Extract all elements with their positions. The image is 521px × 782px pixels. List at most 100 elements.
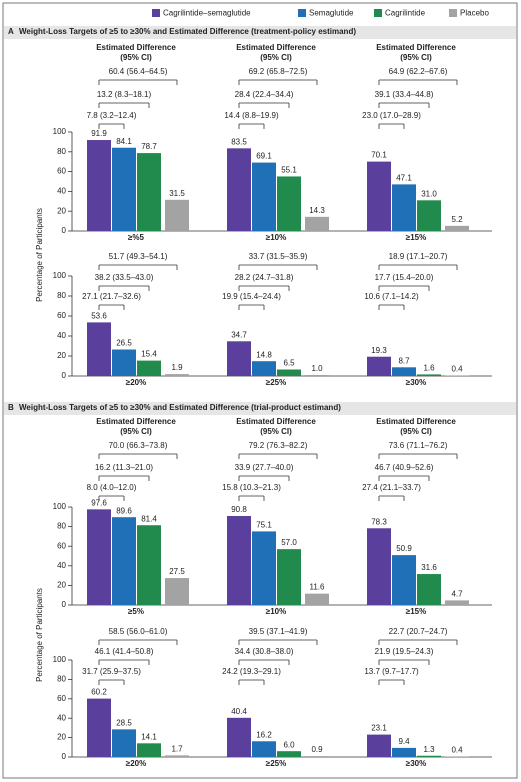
y-tick-label: 100	[53, 127, 67, 136]
x-tick-label: ≥%5	[128, 233, 145, 242]
difference-label: 39.5 (37.1–41.9)	[249, 627, 308, 636]
value-label: 47.1	[396, 173, 412, 182]
x-tick-label: ≥20%	[126, 759, 146, 768]
value-label: 60.2	[91, 688, 107, 697]
bar	[417, 574, 441, 605]
legend-swatch	[449, 9, 457, 17]
value-label: 69.1	[256, 152, 272, 161]
bar	[227, 717, 251, 757]
panel-letter: B	[8, 403, 14, 412]
bar	[305, 593, 329, 605]
difference-label: 73.6 (71.1–76.2)	[389, 441, 448, 450]
bar	[252, 162, 276, 231]
bar	[137, 153, 161, 231]
bar	[227, 341, 251, 376]
difference-label: 23.0 (17.0–28.9)	[362, 111, 421, 120]
legend-swatch	[374, 9, 382, 17]
difference-label: 33.7 (31.5–35.9)	[249, 252, 308, 261]
y-tick-label: 0	[62, 600, 67, 609]
difference-label: 46.7 (40.9–52.6)	[375, 463, 434, 472]
bar	[367, 734, 391, 757]
y-tick-label: 100	[53, 655, 67, 664]
bar	[112, 517, 136, 605]
value-label: 50.9	[396, 544, 412, 553]
bar	[112, 147, 136, 231]
y-tick-label: 20	[57, 581, 66, 590]
value-label: 90.8	[231, 505, 247, 514]
value-label: 53.6	[91, 312, 107, 321]
x-tick-label: ≥30%	[406, 378, 426, 387]
y-tick-label: 40	[57, 561, 66, 570]
value-label: 1.6	[423, 364, 435, 373]
y-axis-label: Percentage of Participants	[35, 208, 44, 302]
y-tick-label: 0	[62, 371, 67, 380]
y-tick-label: 80	[57, 522, 66, 531]
panel-title: Weight-Loss Targets of ≥5 to ≥30% and Es…	[19, 27, 356, 36]
difference-label: 8.0 (4.0–12.0)	[87, 483, 137, 492]
difference-label: 22.7 (20.7–24.7)	[389, 627, 448, 636]
difference-label: 64.9 (62.2–67.6)	[389, 67, 448, 76]
bar	[392, 747, 416, 757]
difference-label: 21.9 (19.5–24.3)	[375, 647, 434, 656]
value-label: 5.2	[451, 215, 463, 224]
ci-header: (95% CI)	[400, 53, 432, 62]
y-tick-label: 60	[57, 541, 66, 550]
value-label: 1.0	[311, 364, 323, 373]
panel-letter: A	[8, 27, 14, 36]
value-label: 9.4	[398, 737, 410, 746]
difference-header: Estimated Difference	[96, 43, 176, 52]
bar	[165, 755, 189, 757]
bar	[227, 148, 251, 231]
bar	[165, 199, 189, 231]
difference-label: 7.8 (3.2–12.4)	[87, 111, 137, 120]
value-label: 78.7	[141, 142, 157, 151]
difference-label: 31.7 (25.9–37.5)	[82, 667, 141, 676]
difference-header: Estimated Difference	[236, 417, 316, 426]
y-tick-label: 0	[62, 226, 67, 235]
bar	[277, 176, 301, 231]
y-tick-label: 80	[57, 291, 66, 300]
value-label: 28.5	[116, 718, 132, 727]
bar	[87, 322, 111, 376]
y-tick-label: 40	[57, 713, 66, 722]
difference-label: 19.9 (15.4–24.4)	[222, 292, 281, 301]
bar	[417, 374, 441, 376]
value-label: 27.5	[169, 567, 185, 576]
ci-header: (95% CI)	[260, 53, 292, 62]
value-label: 14.8	[256, 350, 272, 359]
bar	[367, 528, 391, 605]
x-tick-label: ≥5%	[128, 607, 144, 616]
bar	[277, 751, 301, 757]
difference-label: 28.4 (22.4–34.4)	[235, 90, 294, 99]
difference-header: Estimated Difference	[96, 417, 176, 426]
bar	[165, 578, 189, 605]
y-tick-label: 40	[57, 331, 66, 340]
difference-label: 70.0 (66.3–73.8)	[109, 441, 168, 450]
value-label: 1.9	[171, 363, 183, 372]
difference-label: 46.1 (41.4–50.8)	[95, 647, 154, 656]
bar	[392, 555, 416, 605]
bar	[277, 549, 301, 605]
difference-label: 16.2 (11.3–21.0)	[95, 463, 153, 472]
x-tick-label: ≥15%	[406, 233, 426, 242]
difference-header: Estimated Difference	[376, 417, 456, 426]
difference-label: 39.1 (33.4–44.8)	[375, 90, 434, 99]
bar	[417, 755, 441, 757]
panel-header-bg	[4, 402, 516, 415]
ci-header: (95% CI)	[120, 427, 152, 436]
difference-label: 14.4 (8.8–19.9)	[224, 111, 279, 120]
value-label: 84.1	[116, 137, 132, 146]
y-tick-label: 80	[57, 675, 66, 684]
x-tick-label: ≥20%	[126, 378, 146, 387]
bar	[252, 361, 276, 376]
bar	[445, 600, 469, 605]
difference-label: 13.7 (9.7–17.7)	[364, 667, 419, 676]
difference-label: 24.2 (19.3–29.1)	[222, 667, 281, 676]
value-label: 14.1	[141, 732, 157, 741]
bar	[137, 360, 161, 376]
bar	[417, 200, 441, 231]
difference-label: 27.4 (21.1–33.7)	[362, 483, 421, 492]
value-label: 15.4	[141, 350, 157, 359]
value-label: 70.1	[371, 151, 387, 160]
